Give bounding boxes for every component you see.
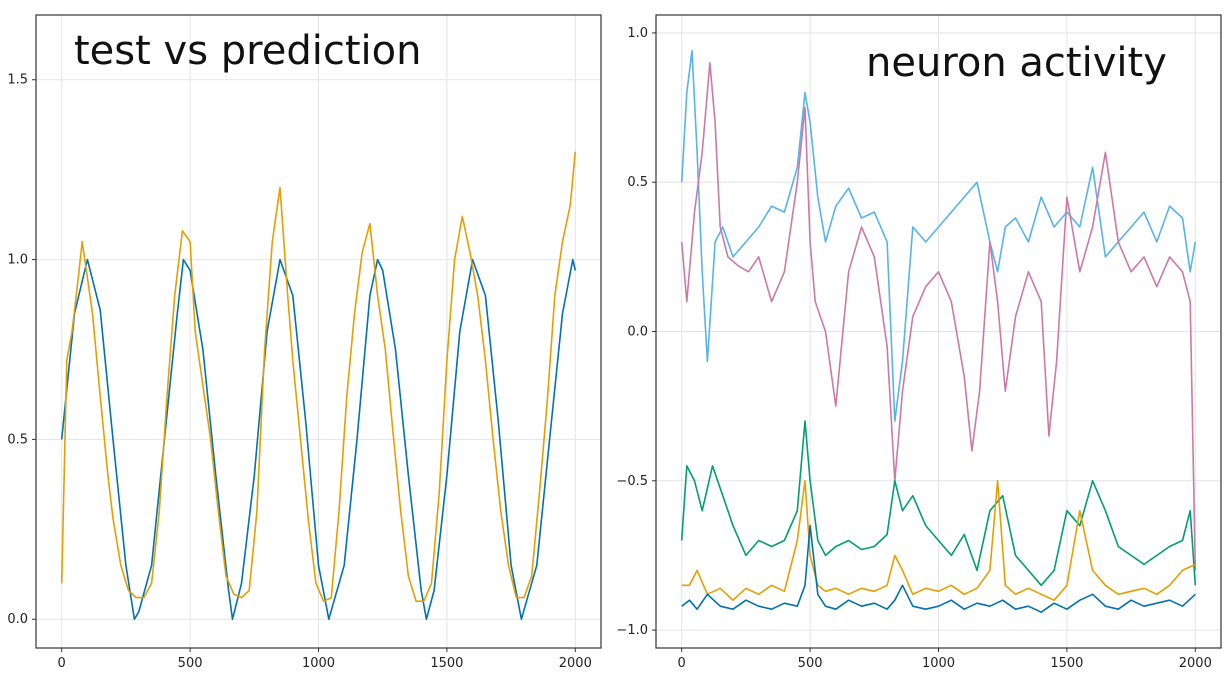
- series-line-1: [680, 62, 1197, 571]
- x-tick-label: 1000: [302, 656, 335, 671]
- panel-test-vs-prediction: 0 500 1000 1500 2000 0.0 0.5 1.0 1.5 test vs pr…: [7, 14, 602, 671]
- x-tick-label: 0: [678, 656, 686, 671]
- x-tick-labels-1: 0 500 1000 1500 2000: [678, 648, 1212, 671]
- series-line-2: [680, 420, 1197, 587]
- x-tick-label: 1000: [922, 656, 955, 671]
- y-tick-label: −0.5: [616, 474, 648, 489]
- x-tick-label: 500: [178, 656, 203, 671]
- series-line-0: [60, 258, 577, 620]
- chart-title-0: test vs prediction: [74, 28, 421, 74]
- panel-neuron-activity: 0 500 1000 1500 2000 −1.0 −0.5 0.0 0.5 1.0 neuro…: [616, 14, 1222, 671]
- x-tick-label: 0: [58, 656, 66, 671]
- series-group-0: [60, 151, 577, 620]
- y-tick-labels-1: −1.0 −0.5 0.0 0.5 1.0: [616, 26, 656, 638]
- y-tick-label: 0.0: [627, 325, 648, 340]
- series-line-0: [680, 50, 1197, 422]
- y-tick-label: 0.0: [7, 612, 28, 627]
- x-tick-label: 2000: [1179, 656, 1212, 671]
- y-tick-labels-0: 0.0 0.5 1.0 1.5: [7, 73, 36, 627]
- x-tick-label: 1500: [1050, 656, 1083, 671]
- chart-title-1: neuron activity: [866, 40, 1167, 86]
- series-line-1: [60, 151, 577, 602]
- y-tick-label: 1.0: [627, 26, 648, 41]
- grid-1: [656, 15, 1221, 648]
- x-tick-label: 1500: [430, 656, 463, 671]
- x-tick-label: 2000: [559, 656, 592, 671]
- series-group-1: [680, 50, 1197, 613]
- grid-0: [36, 15, 601, 648]
- x-tick-label: 500: [798, 656, 823, 671]
- series-line-4: [681, 524, 1196, 613]
- x-tick-labels-0: 0 500 1000 1500 2000: [58, 648, 592, 671]
- y-tick-label: −1.0: [616, 623, 648, 638]
- y-tick-label: 1.0: [7, 253, 28, 268]
- series-line-3: [681, 480, 1196, 601]
- y-tick-label: 0.5: [7, 432, 28, 447]
- y-tick-label: 1.5: [7, 73, 28, 88]
- y-tick-label: 0.5: [627, 175, 648, 190]
